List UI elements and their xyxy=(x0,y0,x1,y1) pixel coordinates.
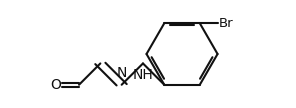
Text: N: N xyxy=(116,66,127,80)
Text: Br: Br xyxy=(219,17,233,30)
Text: NH: NH xyxy=(133,68,153,82)
Text: O: O xyxy=(50,78,61,92)
